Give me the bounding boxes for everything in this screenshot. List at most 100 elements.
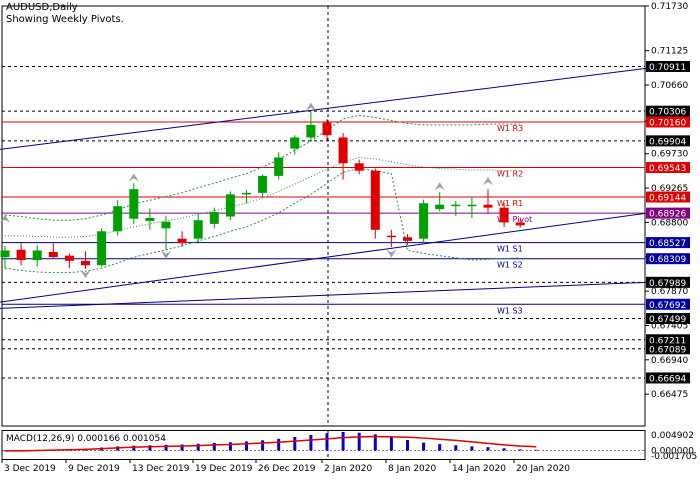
candle-body[interactable] <box>322 122 332 136</box>
price-tag-label: 0.67499 <box>649 315 686 325</box>
candle-body[interactable] <box>499 207 509 223</box>
trendline-1[interactable] <box>0 212 650 304</box>
fractal-down-arrow-icon <box>161 250 171 259</box>
candle-body[interactable] <box>467 204 477 207</box>
pivot-label-5: W1 S2 <box>497 261 523 270</box>
macd-histogram-bar <box>148 445 152 451</box>
price-axis-label: 0.66475 <box>651 390 688 400</box>
macd-axis-label: -0.001705 <box>651 452 697 460</box>
fractal-up-arrow-icon <box>128 173 139 182</box>
candle-body[interactable] <box>0 250 10 258</box>
candle-body[interactable] <box>81 260 90 266</box>
pivot-label-3: W1 Pivot <box>497 215 532 224</box>
candle-body[interactable] <box>290 137 300 149</box>
candle-body[interactable] <box>515 222 525 226</box>
envelope-lower <box>4 167 521 274</box>
macd-histogram-bar <box>212 442 216 451</box>
macd-histogram-bar <box>422 442 426 451</box>
macd-histogram-bar <box>486 447 490 451</box>
time-axis-label: 8 Jan 2020 <box>388 464 436 474</box>
candle-body[interactable] <box>403 237 412 241</box>
time-axis-label: 13 Dec 2019 <box>132 464 190 474</box>
time-axis-label: 26 Dec 2019 <box>258 464 316 474</box>
candle-body[interactable] <box>145 217 155 221</box>
candle-body[interactable] <box>338 137 348 164</box>
candle-body[interactable] <box>225 194 235 217</box>
price-axis-label: 0.69730 <box>651 150 688 160</box>
price-tag-box <box>646 116 690 128</box>
candle-body[interactable] <box>193 220 203 239</box>
macd-histogram-bar <box>357 432 361 451</box>
macd-histogram-bar <box>518 449 522 451</box>
price-tag-box <box>646 105 690 117</box>
macd-signal-line <box>5 435 537 452</box>
price-tag-box <box>646 135 690 147</box>
plot-frame <box>1 5 646 427</box>
candle-body[interactable] <box>161 221 171 229</box>
price-tag-box <box>646 372 690 384</box>
macd-histogram-bar <box>373 434 377 451</box>
candle-body[interactable] <box>32 250 42 261</box>
price-tag-box <box>646 207 690 219</box>
price-tag-label: 0.70306 <box>649 108 686 118</box>
price-axis-label: 0.66940 <box>651 356 688 366</box>
price-tag-label: 0.67211 <box>649 336 686 346</box>
price-tag-label: 0.66694 <box>649 374 686 384</box>
candle-body[interactable] <box>242 192 251 195</box>
candle-body[interactable] <box>435 204 445 210</box>
candle-body[interactable] <box>97 231 107 266</box>
price-axis-label: 0.71125 <box>651 47 688 57</box>
time-axis: 3 Dec 2019 9 Dec 2019 13 Dec 2019 19 Dec 20… <box>1 459 645 474</box>
price-chart[interactable]: W1 R3 W1 R2 W1 R1 W1 Pivot W1 S1 W1 S2 W1 S3 0.… <box>0 0 700 430</box>
candle-body[interactable] <box>274 157 284 176</box>
macd-histogram-bar <box>277 438 281 451</box>
price-tag-box <box>646 60 690 72</box>
macd-axis-label: 0.004902 <box>651 431 694 441</box>
macd-histogram-bar <box>245 441 248 451</box>
candle-body[interactable] <box>451 204 461 207</box>
candle-body[interactable] <box>370 170 380 230</box>
trendline-2[interactable] <box>0 281 650 309</box>
macd-histogram-bar <box>164 444 168 451</box>
trendline-0[interactable] <box>0 67 650 151</box>
candle-body[interactable] <box>306 124 316 138</box>
symbol-title: AUDUSD,Daily <box>6 2 78 13</box>
price-tag-box <box>646 162 690 174</box>
candle-body[interactable] <box>129 189 139 219</box>
macd-histogram-bar <box>309 435 313 451</box>
macd-histogram-bar <box>261 440 265 451</box>
candle-body[interactable] <box>483 204 493 208</box>
candle-body[interactable] <box>354 163 364 171</box>
candle-body[interactable] <box>419 203 429 239</box>
macd-histogram-bar <box>438 444 442 451</box>
candle-body[interactable] <box>209 212 219 224</box>
pivot-label-2: W1 R1 <box>497 199 523 208</box>
price-tag-box <box>646 343 690 355</box>
price-axis-label: 0.67870 <box>651 287 688 297</box>
price-tag-box <box>646 313 690 325</box>
macd-histogram-bar <box>502 448 506 451</box>
price-axis-label: 0.69265 <box>651 184 688 194</box>
macd-label: MACD(12,26,9) 0.000166 0.001054 <box>6 434 166 444</box>
time-axis-label: 9 Dec 2019 <box>68 464 120 474</box>
price-tag-label: 0.67989 <box>649 279 686 289</box>
candle-body[interactable] <box>64 255 74 261</box>
candle-body[interactable] <box>386 235 396 238</box>
candle-body[interactable] <box>48 251 58 258</box>
candle-body[interactable] <box>113 206 123 232</box>
candle-body[interactable] <box>258 175 268 193</box>
macd-panel[interactable]: MACD(12,26,9) 0.000166 0.001054 0.004902 0… <box>0 430 700 460</box>
macd-histogram-bar <box>534 449 538 451</box>
macd-histogram-bar <box>406 439 409 451</box>
price-tag-label: 0.69543 <box>649 164 686 174</box>
candle-body[interactable] <box>177 238 187 244</box>
price-tag-label: 0.69904 <box>649 137 686 147</box>
price-tag-box <box>646 191 690 203</box>
price-tag-label: 0.69144 <box>649 194 686 204</box>
pivot-label-1: W1 R2 <box>497 170 523 179</box>
price-tag-box <box>646 298 690 310</box>
macd-histogram-bar <box>293 436 297 451</box>
candle-body[interactable] <box>16 249 26 261</box>
pivot-label-4: W1 S1 <box>497 245 523 254</box>
